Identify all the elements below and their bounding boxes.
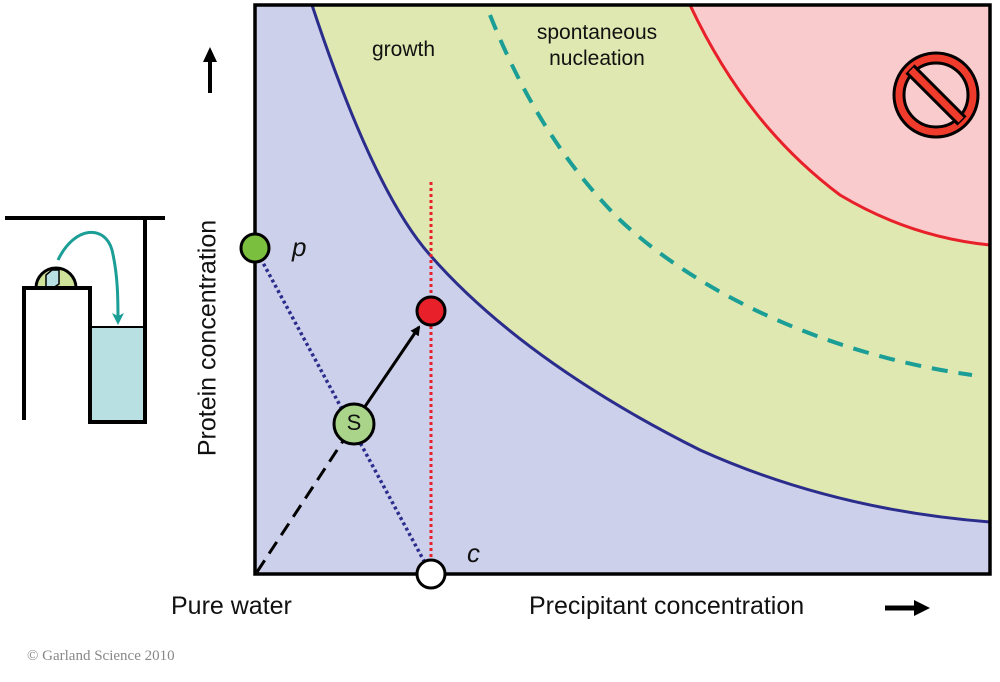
prohibited-icon: [892, 51, 980, 139]
point-label-s: S: [346, 410, 362, 435]
nucleation-curve: [488, 14, 973, 377]
plot-regions: [255, 5, 990, 574]
point-label-p: p: [292, 232, 307, 262]
precipitation-curve: [688, 5, 990, 247]
mixing-line: [255, 437, 347, 573]
region-label-growth: growth: [372, 38, 436, 61]
dilution-line: [253, 247, 433, 575]
reservoir-liquid: [90, 327, 145, 422]
vapor-arrow-icon: [56, 231, 124, 325]
point-label-c: c: [467, 538, 480, 568]
origin-label: Pure water: [171, 592, 292, 620]
region-label-nucleation-line1: spontaneous: [536, 21, 658, 44]
crystal-icon: [45, 269, 60, 289]
x-axis-arrow-icon: [885, 600, 930, 616]
plot-frame: [253, 3, 992, 576]
solubility-curve: [310, 5, 990, 524]
point-p: [239, 232, 271, 264]
equilibration-arrow: [362, 325, 421, 409]
vapor-diffusion-inset: [5, 216, 165, 424]
region-label-nucleation-line2: nucleation: [549, 47, 645, 70]
y-axis-label: Protein concentration: [193, 219, 222, 457]
point-c: [415, 558, 447, 590]
copyright-notice: © Garland Science 2010: [27, 648, 175, 664]
y-axis-arrow-icon: [203, 47, 217, 93]
x-axis-label: Precipitant concentration: [529, 592, 805, 620]
point-equilibrium: [415, 295, 447, 327]
point-s: [332, 402, 376, 446]
region-label-nucleation: spontaneous nucleation: [522, 20, 672, 72]
